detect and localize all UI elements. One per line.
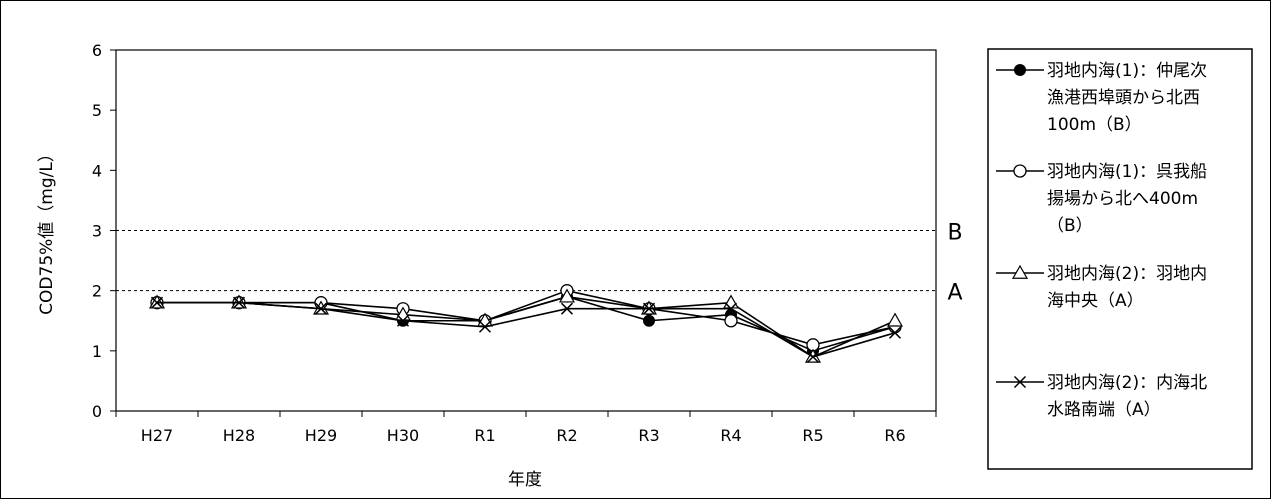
legend-marker — [1011, 264, 1029, 279]
data-point-shape — [478, 320, 492, 333]
legend-label: 揚場から北へ400m — [1047, 189, 1198, 209]
legend-label: （B） — [1047, 216, 1093, 236]
data-point — [396, 314, 410, 327]
legend-marker — [1014, 64, 1026, 76]
legend-label: 羽地内海(2)：内海北 — [1047, 373, 1207, 393]
legend-box — [987, 48, 1253, 470]
series-4 — [150, 296, 902, 363]
x-tick-label: R5 — [802, 426, 823, 445]
data-point — [886, 312, 904, 327]
y-tick-label: 4 — [92, 161, 102, 180]
legend-marker — [1013, 164, 1027, 178]
data-point-shape — [396, 314, 410, 327]
legend-label: 羽地内海(1)：呉我船 — [1047, 162, 1207, 182]
data-point — [642, 302, 656, 315]
reference-label-b: B — [947, 221, 962, 246]
x-tick-label: H27 — [141, 426, 173, 445]
y-tick-label: 2 — [92, 282, 102, 301]
data-point — [643, 314, 655, 327]
legend-label: 羽地内海(1)：仲尾次 — [1047, 61, 1207, 81]
data-point — [314, 302, 328, 315]
legend-marker-shape — [1013, 375, 1027, 389]
legend-label: 水路南端（A） — [1047, 400, 1161, 420]
x-tick-label: R3 — [638, 426, 659, 445]
series-3 — [148, 288, 904, 363]
legend-label: 漁港西埠頭から北西 — [1047, 88, 1200, 108]
data-point — [722, 294, 740, 309]
data-point-shape — [314, 302, 328, 315]
y-tick-label: 1 — [92, 342, 102, 361]
legend-marker — [1013, 375, 1027, 389]
y-tick-label: 6 — [92, 41, 102, 60]
data-point-shape — [724, 314, 738, 328]
data-point — [558, 288, 576, 303]
data-point — [724, 302, 738, 315]
y-axis-label: COD75%値（mg/L） — [37, 145, 57, 315]
x-tick-label: R6 — [884, 426, 905, 445]
data-point-shape — [150, 296, 164, 309]
reference-label-a: A — [947, 281, 962, 306]
legend-label: 海中央（A） — [1047, 291, 1144, 311]
data-point-shape — [724, 302, 738, 315]
x-axis-label: 年度 — [508, 470, 542, 490]
data-point-shape — [232, 296, 246, 309]
data-point-shape — [560, 302, 574, 315]
data-point-shape — [642, 302, 656, 315]
x-tick-label: R4 — [720, 426, 741, 445]
x-tick-label: H28 — [223, 426, 255, 445]
data-point-shape — [558, 288, 576, 303]
legend-marker-shape — [1013, 164, 1027, 178]
y-tick-label: 5 — [92, 101, 102, 120]
legend-marker-shape — [1011, 264, 1029, 279]
data-point — [806, 350, 820, 363]
plot-area: 0 1 2 3 4 5 6 H27 H28 H29 H30 R1 R2 R3 R4 R5 R6 B A — [92, 41, 963, 445]
y-tick-label: 3 — [92, 222, 102, 241]
series-line — [157, 301, 896, 358]
data-point — [888, 326, 902, 339]
x-tick-label: H30 — [387, 426, 419, 445]
y-tick-label: 0 — [92, 402, 102, 421]
legend-label: 100m（B） — [1047, 115, 1142, 135]
data-point-shape — [806, 350, 820, 363]
data-point-shape — [886, 312, 904, 327]
data-point — [232, 296, 246, 309]
legend-label: 羽地内海(2)：羽地内 — [1047, 264, 1207, 284]
data-point — [478, 320, 492, 333]
data-point — [724, 314, 738, 328]
x-tick-label: R2 — [556, 426, 577, 445]
series-1 — [151, 290, 901, 357]
x-tick-label: H29 — [305, 426, 337, 445]
data-point-shape — [643, 314, 655, 327]
data-point-shape — [722, 294, 740, 309]
legend-marker-shape — [1014, 64, 1026, 76]
data-point — [560, 302, 574, 315]
data-point-shape — [888, 326, 902, 339]
x-tick-label: R1 — [474, 426, 495, 445]
data-point — [150, 296, 164, 309]
